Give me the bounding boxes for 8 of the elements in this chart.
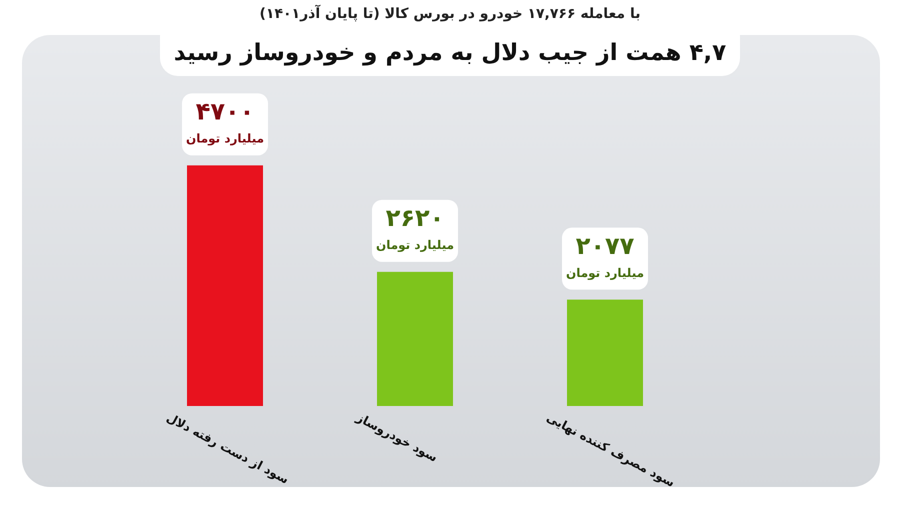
data-label: ۲۶۲۰ میلیارد تومان bbox=[376, 204, 454, 252]
x-tick-label: سود مصرف کننده نهایی bbox=[544, 410, 678, 490]
chart-subtitle: با معامله ۱۷,۷۶۶ خودرو در بورس کالا (تا پایان آذر۱۴۰۱) bbox=[258, 6, 642, 22]
data-label: ۴۷۰۰ میلیارد تومان bbox=[186, 98, 264, 146]
data-label: ۲۰۷۷ میلیارد تومان bbox=[566, 232, 644, 280]
x-tick-label: سود خودروساز bbox=[353, 410, 440, 465]
chart-title: ۴,۷ همت از جیب دلال به مردم و خودروساز رسید bbox=[172, 40, 728, 66]
x-tick-label: سود از دست رفته دلال bbox=[164, 410, 292, 487]
